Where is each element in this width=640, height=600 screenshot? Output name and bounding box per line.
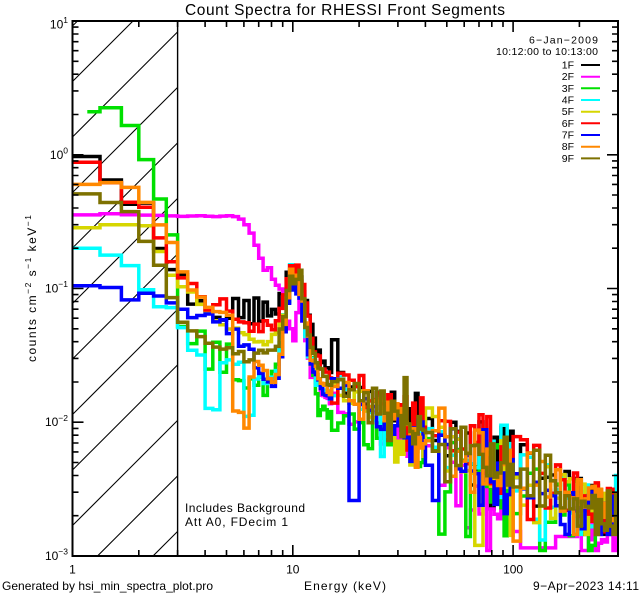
svg-text:Att A0, FDecim 1: Att A0, FDecim 1 bbox=[185, 515, 288, 529]
svg-text:7F: 7F bbox=[562, 130, 574, 142]
svg-text:9F: 9F bbox=[562, 153, 574, 165]
svg-text:8F: 8F bbox=[562, 141, 574, 153]
svg-text:100: 100 bbox=[503, 563, 523, 577]
svg-text:10:12:00 to 10:13:00: 10:12:00 to 10:13:00 bbox=[496, 46, 598, 58]
svg-text:6F: 6F bbox=[562, 118, 574, 130]
svg-text:5F: 5F bbox=[562, 106, 574, 118]
svg-text:6−Jan−2009: 6−Jan−2009 bbox=[529, 35, 598, 47]
svg-text:Generated by hsi_min_spectra_p: Generated by hsi_min_spectra_plot.pro bbox=[2, 579, 213, 593]
svg-text:counts cm−2 s−1 keV−1: counts cm−2 s−1 keV−1 bbox=[23, 215, 39, 362]
svg-text:4F: 4F bbox=[562, 95, 574, 107]
svg-text:2F: 2F bbox=[562, 71, 574, 83]
svg-text:1: 1 bbox=[69, 563, 76, 577]
svg-text:Energy (keV): Energy (keV) bbox=[304, 579, 386, 593]
svg-text:10: 10 bbox=[286, 563, 300, 577]
svg-text:Includes Background: Includes Background bbox=[185, 501, 305, 515]
svg-text:1F: 1F bbox=[562, 60, 574, 72]
svg-text:3F: 3F bbox=[562, 83, 574, 95]
svg-text:9−Apr−2023 14:11: 9−Apr−2023 14:11 bbox=[533, 579, 639, 593]
svg-text:Count Spectra for RHESSI Front: Count Spectra for RHESSI Front Segments bbox=[185, 2, 505, 19]
